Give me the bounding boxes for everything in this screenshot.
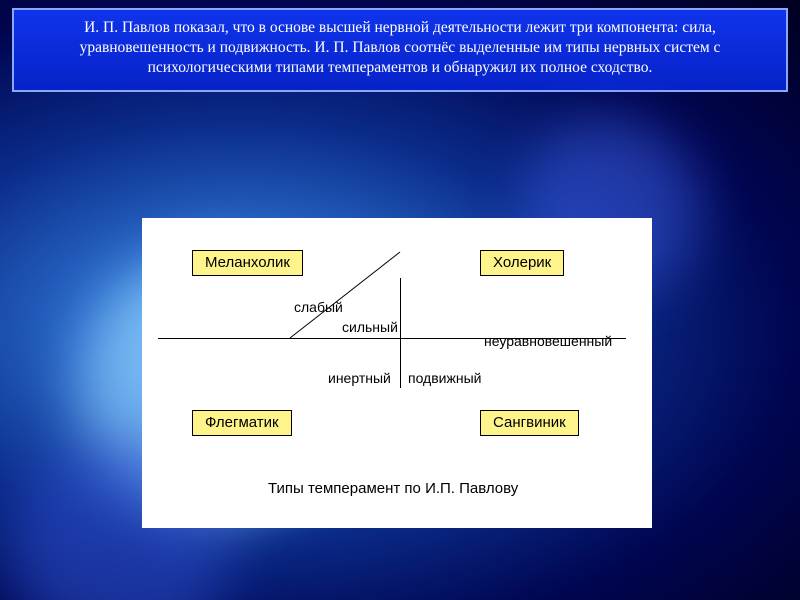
label-weak: слабый <box>294 299 343 315</box>
label-inert: инертный <box>328 370 391 386</box>
header-box: И. П. Павлов показал, что в основе высше… <box>12 8 788 92</box>
box-melancholic-label: Меланхолик <box>205 254 290 271</box>
diagram-panel: Меланхолик Холерик Флегматик Сангвиник с… <box>142 218 652 528</box>
diagram-caption: Типы темперамент по И.П. Павлову <box>268 480 518 497</box>
label-unbalanced: неуравновешенный <box>484 333 612 349</box>
box-choleric-label: Холерик <box>493 254 551 271</box>
box-melancholic: Меланхолик <box>192 250 303 276</box>
box-phlegmatic-label: Флегматик <box>205 414 279 431</box>
box-sanguine-label: Сангвиник <box>493 414 566 431</box>
header-text: И. П. Павлов показал, что в основе высше… <box>80 19 721 76</box>
box-choleric: Холерик <box>480 250 564 276</box>
label-mobile: подвижный <box>408 370 481 386</box>
box-phlegmatic: Флегматик <box>192 410 292 436</box>
box-sanguine: Сангвиник <box>480 410 579 436</box>
label-strong: сильный <box>342 319 398 335</box>
v-axis <box>400 278 401 388</box>
